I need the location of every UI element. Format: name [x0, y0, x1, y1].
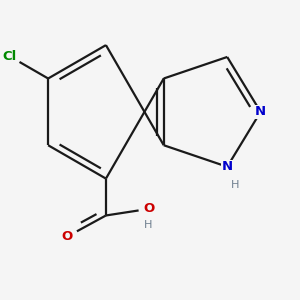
Text: N: N [255, 105, 266, 119]
Text: O: O [144, 202, 155, 215]
Text: N: N [222, 160, 233, 173]
Text: O: O [61, 230, 73, 243]
Text: H: H [144, 220, 152, 230]
Text: H: H [231, 180, 239, 190]
Text: Cl: Cl [2, 50, 17, 63]
